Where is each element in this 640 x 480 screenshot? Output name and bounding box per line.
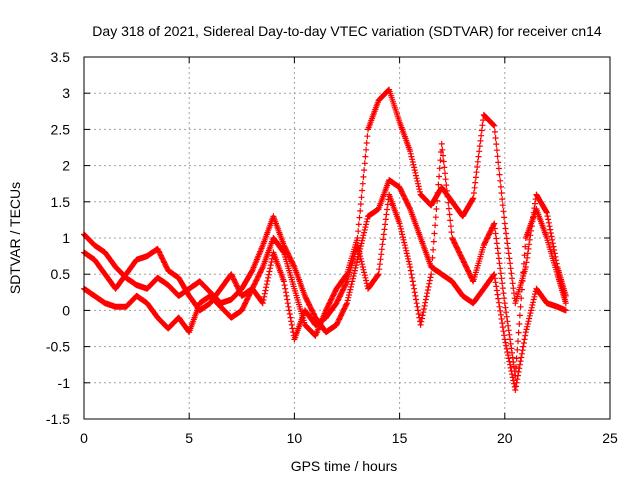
x-tick-label: 15 bbox=[392, 430, 408, 446]
y-tick-label: -1.5 bbox=[46, 411, 70, 427]
y-tick-label: 1.5 bbox=[51, 194, 71, 210]
y-tick-label: 3 bbox=[62, 85, 70, 101]
y-tick-label: 3.5 bbox=[51, 49, 71, 65]
x-tick-label: 10 bbox=[287, 430, 303, 446]
y-tick-label: -1 bbox=[58, 375, 71, 391]
grid bbox=[84, 57, 610, 419]
series-track-a bbox=[81, 177, 569, 393]
x-tick-label: 25 bbox=[602, 430, 618, 446]
y-tick-label: 0.5 bbox=[51, 266, 71, 282]
x-tick-label: 20 bbox=[497, 430, 513, 446]
point-markers bbox=[81, 140, 569, 379]
axis-ticks bbox=[83, 56, 611, 420]
y-axis-label: SDTVAR / TECUs bbox=[7, 182, 23, 294]
tick-labels: 0 5 10 15 20 25 -1.5 -1 -0.5 0 0.5 1 1.5 2 2.5 3 3.5 bbox=[46, 49, 618, 446]
y-tick-label: 2 bbox=[62, 158, 70, 174]
series-track-b bbox=[81, 86, 569, 339]
x-tick-label: 5 bbox=[185, 430, 193, 446]
point-markers bbox=[81, 177, 569, 393]
series-track-c bbox=[81, 140, 569, 379]
y-tick-label: 2.5 bbox=[51, 121, 71, 137]
y-tick-label: -0.5 bbox=[46, 339, 70, 355]
chart-title: Day 318 of 2021, Sidereal Day-to-day VTE… bbox=[92, 23, 602, 39]
y-tick-label: 1 bbox=[62, 230, 70, 246]
plot-frame bbox=[83, 56, 611, 420]
y-tick-label: 0 bbox=[62, 302, 70, 318]
x-axis-label: GPS time / hours bbox=[291, 458, 398, 474]
point-markers bbox=[81, 86, 569, 339]
x-tick-label: 0 bbox=[80, 430, 88, 446]
